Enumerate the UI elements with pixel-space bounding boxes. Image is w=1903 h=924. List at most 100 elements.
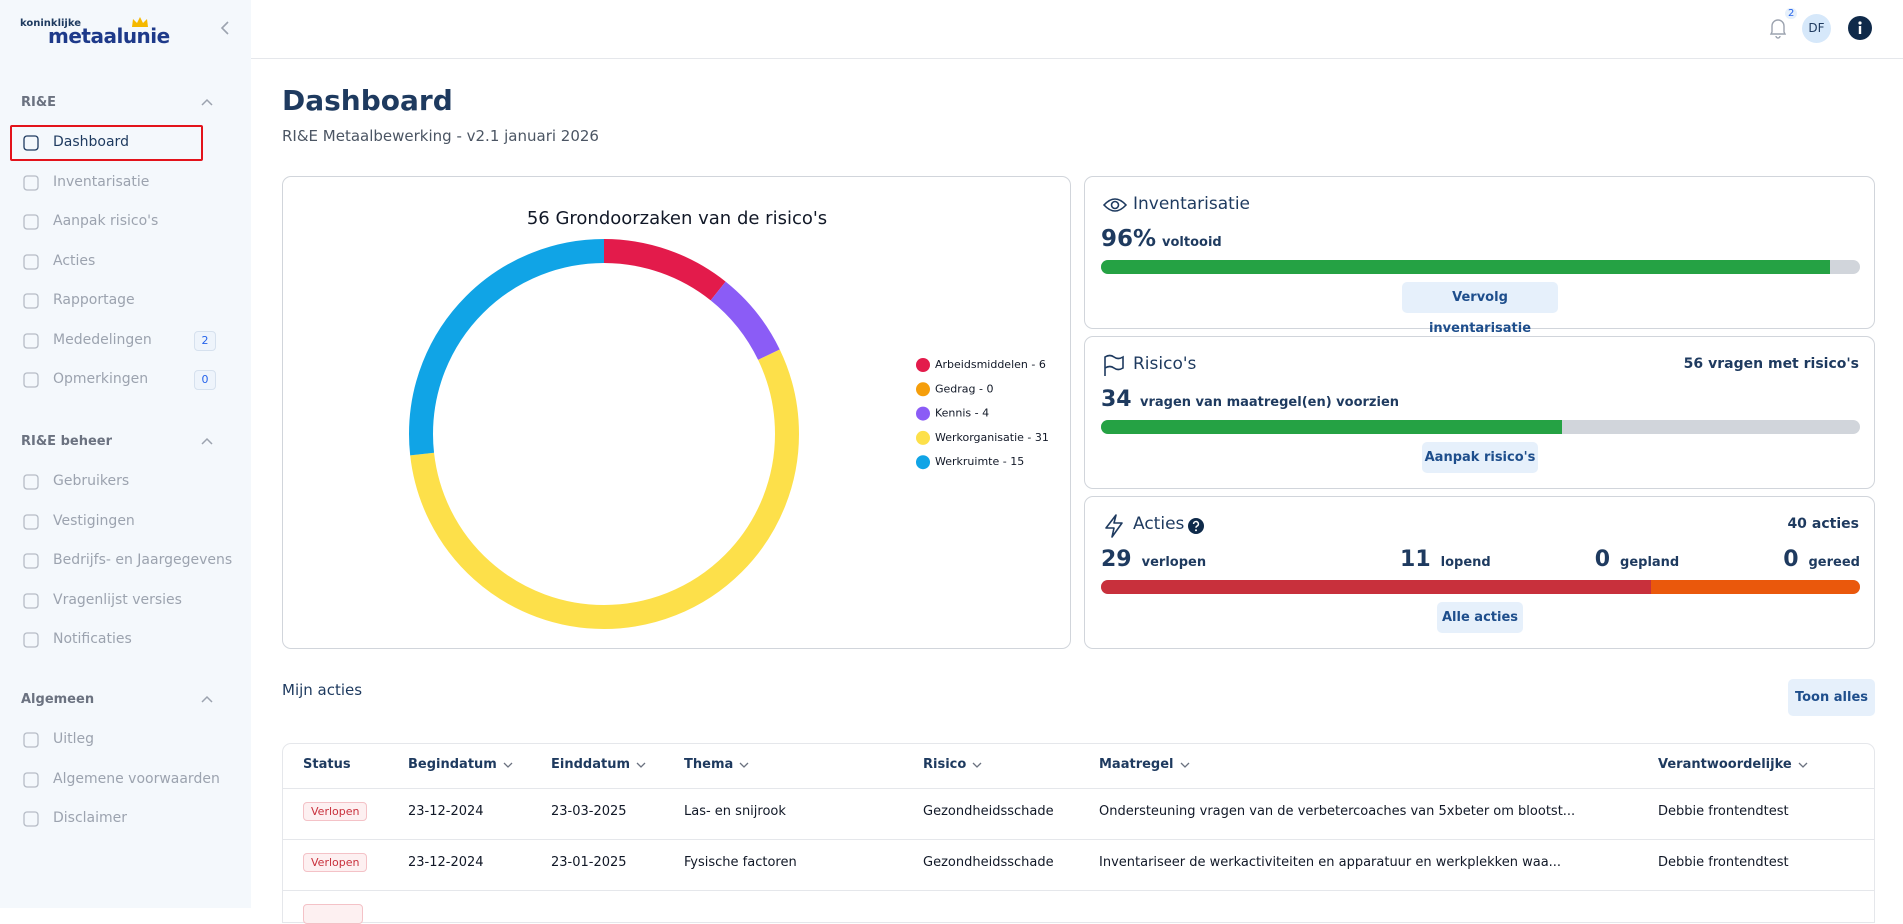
column-header[interactable]: Risico [923,757,982,772]
legend-label: Kennis - 4 [935,407,989,420]
menu-icon [23,811,39,827]
info-button[interactable] [1848,16,1872,40]
chart-title: 56 Grondoorzaken van de risico's [527,208,827,229]
menu-item[interactable]: Bedrijfs- en Jaargegevens [53,552,233,568]
count-text: vragen van maatregel(en) voorzien [1140,395,1400,410]
risicos-card: Risico's 56 vragen met risico's 34 vragen… [1084,336,1875,489]
menu-item[interactable]: Gebruikers [53,473,130,489]
icon-shape [23,513,39,530]
donut-chart: 56 Grondoorzaken van de risico's Arbeids… [409,208,1049,629]
column-title: Begindatum [408,757,497,772]
notifications[interactable] [1768,17,1788,39]
total: 40 acties [1787,516,1859,532]
section-title: RI&E [21,95,57,110]
chevron [201,695,213,703]
logo-bottom: metaalunie [48,24,170,48]
count: 34 [1101,387,1132,412]
icon-shape [23,293,39,309]
icon-shape [23,732,39,748]
table-cell: Ondersteuning vragen van de verbetercoac… [1099,804,1576,819]
column-title: Risico [923,757,967,772]
card-title: Risico's [1133,354,1197,374]
icon-shape [23,253,39,270]
button[interactable]: Toon alles [1788,679,1875,716]
table-cell: Gezondheidsschade [923,804,1054,819]
chart-card: 56 Grondoorzaken van de risico's Arbeids… [282,176,1071,649]
stat-label: verlopen [1141,555,1207,570]
column-title: Einddatum [551,757,630,772]
menu-item[interactable]: Algemene voorwaarden [53,770,220,787]
menu-badge: 0 [194,370,216,390]
row-divider [283,788,1874,789]
column-title: Maatregel [1099,757,1174,772]
menu-icon [23,372,39,388]
menu-item[interactable]: Opmerkingen [53,371,149,387]
status-badge: Verlopen [303,802,368,821]
section-title: Mijn acties [282,681,363,699]
stats: 29 verlopen 11 lopend 0 gepland 0 gereed [1101,547,1860,572]
progress-fill [1101,260,1830,274]
sort-icon [739,762,749,768]
menu-item[interactable]: Vestigingen [53,512,135,529]
help-icon[interactable] [1188,518,1204,534]
column-header[interactable]: Status [303,757,351,772]
menu-item[interactable]: Vragenlijst versies [53,591,182,608]
section-toggle[interactable] [201,695,213,703]
highlight-box [10,125,203,161]
chevron [1798,762,1808,768]
stat: 29 verlopen [1101,547,1206,572]
icon-shape [23,592,39,609]
flag-icon [1104,354,1124,376]
avatar[interactable]: DF [1802,14,1831,43]
donut-segment [409,239,799,629]
menu-item[interactable]: Aanpak risico's [53,213,159,229]
menu-item[interactable]: Acties [53,252,96,269]
button[interactable]: Vervolg inventarisatie [1402,282,1558,336]
section-toggle[interactable] [201,437,213,445]
menu-icon [23,135,39,151]
menu-item[interactable]: Disclaimer [53,810,128,826]
stat-label: lopend [1440,555,1491,570]
collapse-button[interactable] [218,20,232,36]
menu-item[interactable]: Rapportage [53,292,135,308]
column-header[interactable]: Maatregel [1099,757,1190,772]
legend-swatch [916,358,930,372]
column-header[interactable]: Einddatum [551,757,646,772]
menu-icon [23,513,39,530]
stat-value: 0 [1594,547,1611,572]
menu-badge: 2 [194,330,216,351]
section-toggle[interactable] [201,98,213,106]
table-cell: 23-03-2025 [551,804,627,819]
menu-icon [23,214,39,230]
icon-shape [23,174,39,191]
stat-label: gepland [1620,555,1680,570]
column-header[interactable]: Thema [684,757,749,772]
menu-item[interactable]: Notificaties [53,631,132,647]
chevron [739,762,749,768]
table-cell: Inventariseer de werkactiviteiten en app… [1099,855,1562,870]
table-cell: Gezondheidsschade [923,855,1054,870]
column-title: Thema [684,757,734,772]
chevron [636,762,646,768]
page-subtitle: RI&E Metaalbewerking - v2.1 januari 2026 [282,127,599,145]
menu-item[interactable]: Uitleg [53,731,95,747]
menu-icon [23,253,39,270]
progress-fill [1101,420,1562,434]
menu-item[interactable]: Dashboard [53,134,129,150]
table-cell: Debbie frontendtest [1658,855,1789,870]
stat-value: 11 [1400,547,1431,572]
logo-top: koninklijke [20,18,82,29]
button[interactable]: Aanpak risico's [1422,442,1538,473]
eye-icon [1102,198,1128,212]
menu-item[interactable]: Mededelingen [53,331,152,348]
menu-item[interactable]: Inventarisatie [53,173,150,190]
column-header[interactable]: Begindatum [408,757,513,772]
total-text: acties [1811,516,1859,532]
icon-shape [23,474,39,490]
button[interactable]: Alle acties [1437,602,1523,633]
legend-swatch [916,382,930,397]
legend-label: Gedrag - 0 [935,382,993,395]
stat-label: gereed [1808,555,1860,570]
column-header[interactable]: Verantwoordelijke [1658,757,1808,772]
